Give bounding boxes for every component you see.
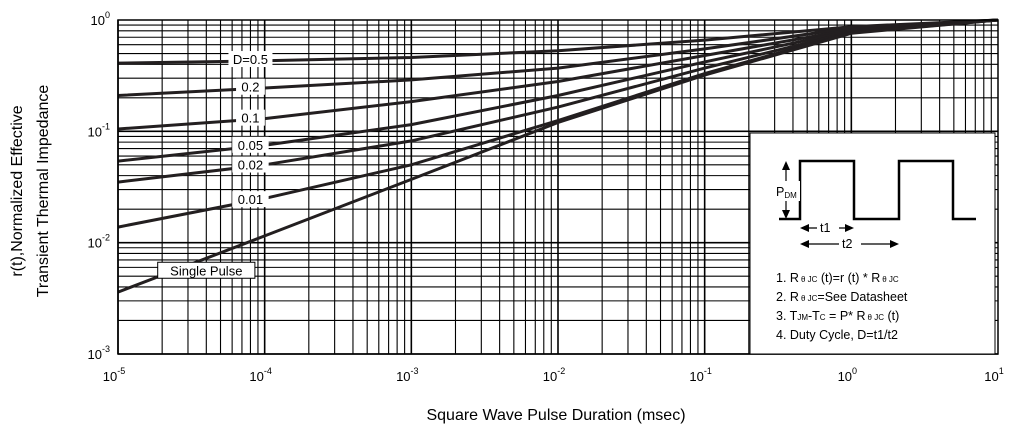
y-tick-label: 10-3 [88, 344, 110, 362]
x-tick-label: 10-3 [396, 366, 418, 384]
svg-text:0.2: 0.2 [241, 80, 259, 95]
y-tick-label: 100 [91, 10, 110, 28]
svg-text:0.01: 0.01 [238, 192, 263, 207]
y-axis-title-line2: Transient Thermal Impedance [35, 85, 52, 298]
svg-text:0.05: 0.05 [238, 138, 263, 153]
series-label-7: Single Pulse [158, 262, 255, 278]
y-tick-label: 10-2 [88, 233, 110, 251]
note-4: 4. Duty Cycle, D=t1/t2 [776, 328, 898, 342]
series-label-4: 0.05 [232, 137, 268, 153]
series-label-2: 0.2 [236, 79, 265, 95]
series-label-1: D=0.5 [228, 51, 272, 67]
y-tick-label: 10-1 [88, 121, 110, 139]
series-label-5: 0.02 [232, 157, 268, 173]
x-tick-label: 10-5 [103, 366, 125, 384]
x-tick-label: 10-1 [689, 366, 711, 384]
svg-text:D=0.5: D=0.5 [233, 52, 268, 67]
y-axis-title-line1: r(t),Normalized Effective [9, 105, 26, 276]
series-label-3: 0.1 [236, 110, 265, 126]
t2-label: t2 [842, 237, 852, 251]
x-tick-label: 101 [984, 366, 1003, 384]
x-tick-label: 100 [838, 366, 857, 384]
x-tick-label: 10-2 [543, 366, 565, 384]
x-tick-label: 10-4 [249, 366, 271, 384]
x-axis-title: Square Wave Pulse Duration (msec) [426, 407, 685, 424]
svg-text:0.02: 0.02 [238, 158, 263, 173]
t1-label: t1 [820, 221, 830, 235]
svg-text:0.1: 0.1 [241, 111, 259, 126]
series-label-6: 0.01 [232, 191, 268, 207]
svg-text:Single Pulse: Single Pulse [170, 263, 242, 278]
